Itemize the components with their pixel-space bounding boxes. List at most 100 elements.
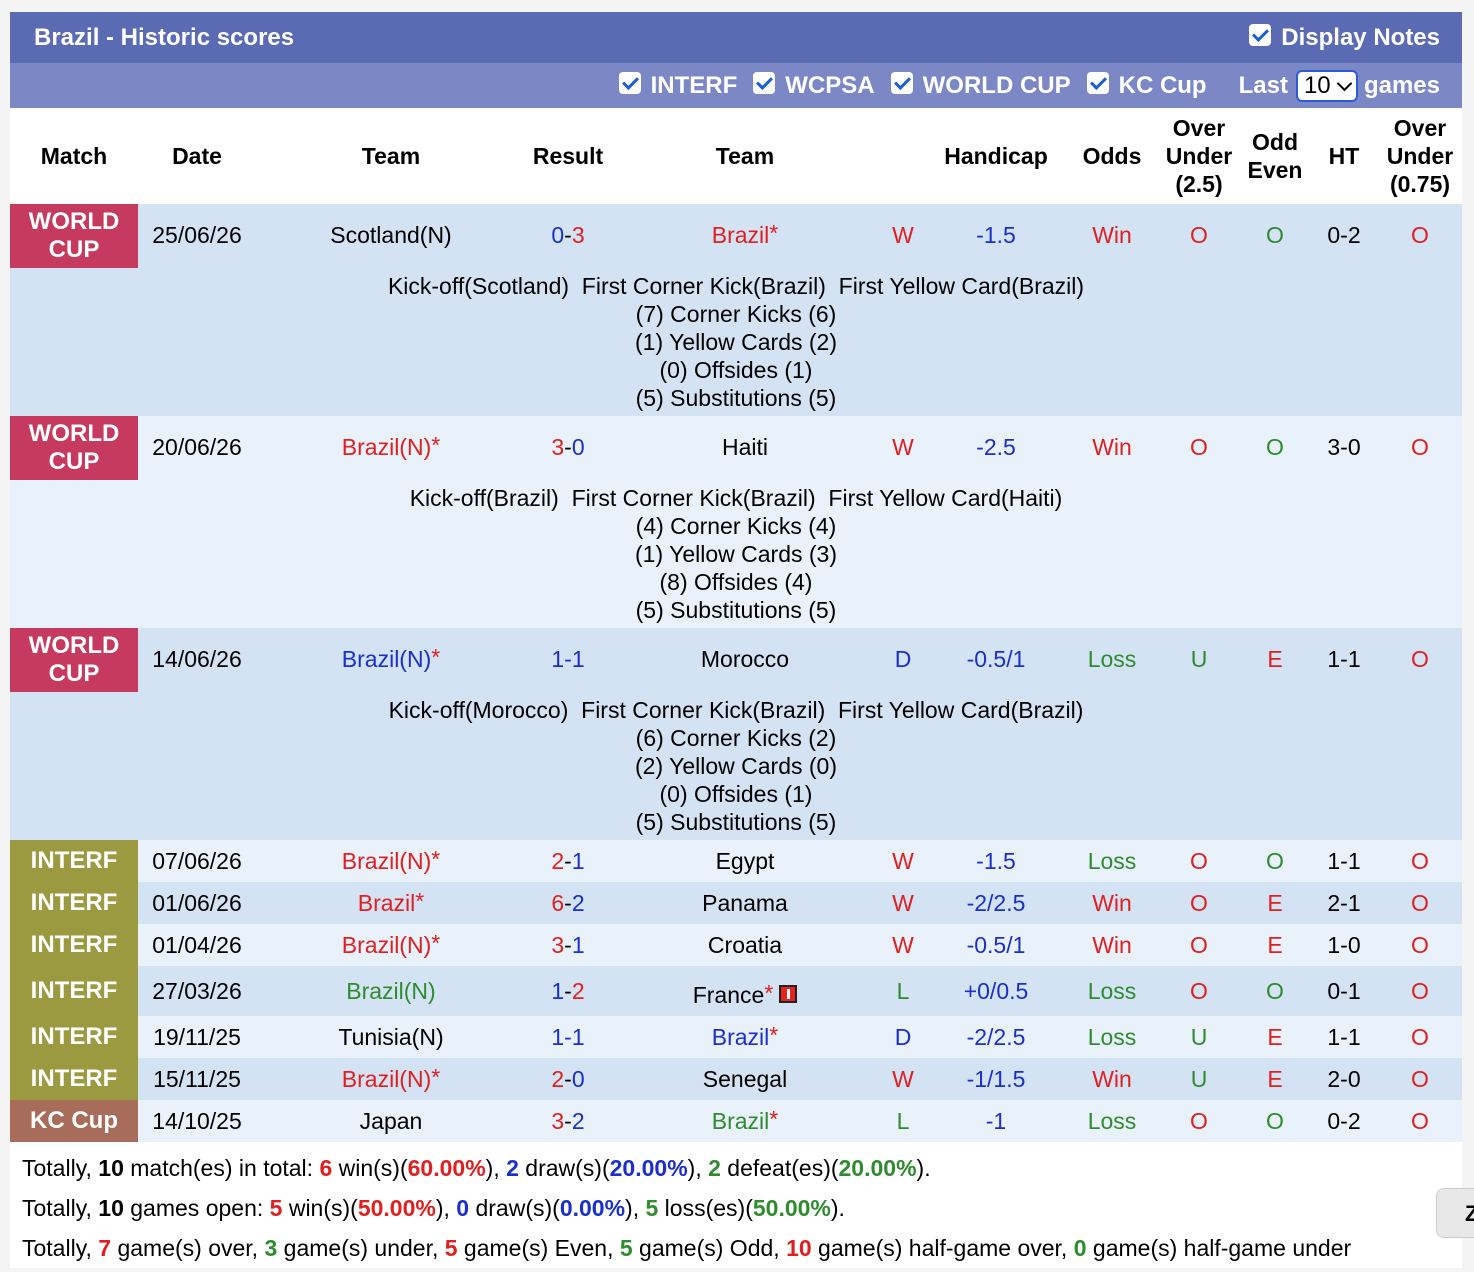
over-under-half: O (1411, 977, 1429, 1004)
over-under: O (1190, 977, 1208, 1004)
home-team[interactable]: Japan (359, 1107, 423, 1134)
table-row[interactable]: WORLD CUP 14/06/26 Brazil(N)* 1-1 Morocco… (10, 628, 1462, 692)
filter-kc-cup[interactable]: KC Cup (1086, 71, 1207, 100)
league-badge[interactable]: INTERF (10, 840, 138, 882)
score[interactable]: 3-0 (551, 434, 585, 460)
handicap-value: +0/0.5 (963, 977, 1029, 1004)
last-games-select[interactable]: 10 (1295, 69, 1358, 102)
result-wdl: W (892, 1065, 914, 1092)
home-team[interactable]: Brazil(N)* (341, 1063, 441, 1092)
notes-corners: (6) Corner Kicks (2) (635, 725, 837, 751)
table-header: Match Date Team Result Team Handicap Odd… (10, 108, 1462, 204)
match-notes: Kick-off(Scotland) First Corner Kick(Bra… (10, 268, 1462, 416)
score[interactable]: 2-1 (551, 847, 585, 874)
table-row[interactable]: INTERF 07/06/26 Brazil(N)* 2-1 Egypt W -… (10, 840, 1462, 882)
table-row[interactable]: KC Cup 14/10/25 Japan 3-2 Brazil* L -1 L… (10, 1100, 1462, 1142)
display-notes-toggle[interactable]: Display Notes (1249, 23, 1440, 52)
red-card-icon (779, 985, 798, 1004)
home-team[interactable]: Brazil* (357, 887, 425, 916)
league-badge[interactable]: WORLD CUP (10, 204, 138, 268)
table-row[interactable]: INTERF 19/11/25 Tunisia(N) 1-1 Brazil* D… (10, 1016, 1462, 1058)
over-under: O (1190, 222, 1208, 248)
away-team[interactable]: Brazil* (711, 1105, 779, 1134)
half-time-score: 0-1 (1327, 977, 1361, 1004)
odd-even: E (1267, 889, 1283, 916)
league-badge[interactable]: KC Cup (10, 1100, 138, 1142)
result-wdl: D (894, 1023, 912, 1050)
over-under-half: O (1411, 1065, 1429, 1092)
checkbox-icon[interactable] (1086, 71, 1109, 94)
notes-offsides: (0) Offsides (1) (659, 781, 813, 807)
table-row[interactable]: INTERF 01/04/26 Brazil(N)* 3-1 Croatia W… (10, 924, 1462, 966)
home-team[interactable]: Brazil(N)* (341, 929, 441, 958)
home-team[interactable]: Brazil(N)* (341, 845, 441, 874)
side-scroll-button[interactable]: Z (1436, 1188, 1474, 1238)
odd-even: E (1267, 1065, 1283, 1092)
over-under-half: O (1411, 889, 1429, 916)
handicap-value: -1.5 (976, 847, 1016, 874)
away-team[interactable]: Senegal (702, 1065, 788, 1092)
score[interactable]: 1-1 (551, 1023, 585, 1050)
league-badge[interactable]: INTERF (10, 966, 138, 1016)
col-result: Result (526, 108, 610, 204)
table-row[interactable]: INTERF 27/03/26 Brazil(N) 1-2 France* L … (10, 966, 1462, 1016)
filter-world-cup[interactable]: WORLD CUP (890, 71, 1071, 100)
checkbox-icon[interactable] (1249, 23, 1272, 46)
score[interactable]: 2-0 (551, 1065, 585, 1092)
away-team[interactable]: Brazil* (711, 220, 779, 248)
notes-yellow-cards: (2) Yellow Cards (0) (635, 753, 837, 779)
league-badge[interactable]: INTERF (10, 1058, 138, 1100)
home-team[interactable]: Scotland(N) (330, 222, 452, 248)
home-team[interactable]: Brazil(N) (346, 977, 436, 1004)
table-row[interactable]: WORLD CUP 25/06/26 Scotland(N) 0-3 Brazil… (10, 204, 1462, 268)
summary-over-under: Totally, 7 game(s) over, 3 game(s) under… (22, 1235, 1352, 1261)
league-badge[interactable]: WORLD CUP (10, 416, 138, 480)
half-time-score: 2-0 (1327, 1065, 1361, 1092)
checkbox-icon[interactable] (890, 71, 913, 94)
match-date: 20/06/26 (152, 434, 242, 460)
odds-result: Win (1092, 222, 1132, 248)
score[interactable]: 6-2 (551, 889, 585, 916)
table-row[interactable]: INTERF 15/11/25 Brazil(N)* 2-0 Senegal W… (10, 1058, 1462, 1100)
odd-even: O (1266, 977, 1284, 1004)
checkbox-icon[interactable] (618, 71, 641, 94)
home-team[interactable]: Brazil(N)* (341, 432, 441, 460)
result-wdl: W (892, 847, 914, 874)
score[interactable]: 3-2 (551, 1107, 585, 1134)
league-badge[interactable]: WORLD CUP (10, 628, 138, 692)
away-team[interactable]: France* (610, 966, 880, 1016)
home-team[interactable]: Tunisia(N) (338, 1023, 444, 1050)
away-team[interactable]: Haiti (721, 434, 768, 460)
away-team[interactable]: Morocco (700, 646, 790, 672)
notes-offsides: (8) Offsides (4) (659, 569, 813, 595)
over-under-half: O (1411, 434, 1429, 460)
away-team[interactable]: Panama (702, 889, 788, 916)
away-team[interactable]: Croatia (707, 931, 783, 958)
league-badge[interactable]: INTERF (10, 1016, 138, 1058)
table-row[interactable]: INTERF 01/06/26 Brazil* 6-2 Panama W -2/… (10, 882, 1462, 924)
col-over-under-25: Over Under (2.5) (1158, 108, 1240, 204)
filter-wcpsa[interactable]: WCPSA (753, 71, 875, 100)
scores-table: Match Date Team Result Team Handicap Odd… (10, 108, 1462, 1142)
home-team[interactable]: Brazil(N)* (341, 644, 441, 672)
league-badge[interactable]: INTERF (10, 882, 138, 924)
notes-yellow-cards: (1) Yellow Cards (3) (635, 541, 837, 567)
historic-scores-panel: Brazil - Historic scores Display Notes I… (10, 12, 1462, 1268)
score[interactable]: 0-3 (551, 222, 585, 248)
away-team[interactable]: Brazil* (711, 1021, 779, 1050)
over-under: U (1190, 1023, 1208, 1050)
over-under: O (1190, 1107, 1208, 1134)
league-badge[interactable]: INTERF (10, 924, 138, 966)
table-row[interactable]: WORLD CUP 20/06/26 Brazil(N)* 3-0 Haiti W… (10, 416, 1462, 480)
notes-corners: (7) Corner Kicks (6) (635, 301, 837, 327)
filter-interf[interactable]: INTERF (618, 71, 737, 100)
away-team[interactable]: Egypt (715, 847, 775, 874)
odds-result: Loss (1087, 1023, 1137, 1050)
notes-offsides: (0) Offsides (1) (659, 357, 813, 383)
score[interactable]: 3-1 (551, 931, 585, 958)
odds-result: Win (1092, 889, 1132, 916)
score[interactable]: 1-2 (551, 977, 585, 1004)
checkbox-icon[interactable] (753, 71, 776, 94)
match-date: 07/06/26 (152, 847, 242, 874)
score[interactable]: 1-1 (551, 646, 585, 672)
